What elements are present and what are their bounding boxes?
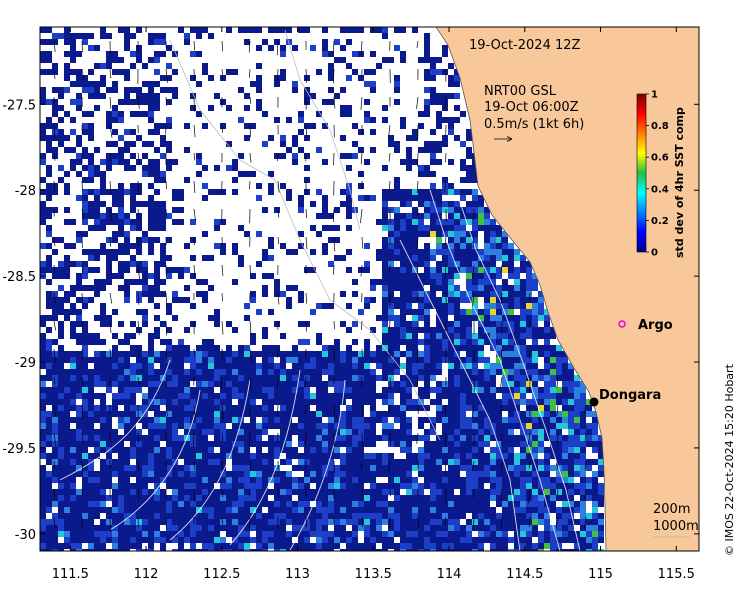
y-tick-label: -29.5: [2, 442, 36, 457]
colorbar-tick-label: 1: [651, 90, 658, 101]
y-tick-label: -30: [15, 528, 36, 543]
y-tick-label: -28.5: [2, 270, 36, 285]
colorbar: 0 0.2 0.4 0.6 0.8 1 std dev of 4hr SST comp: [636, 90, 686, 259]
argo-marker-icon: [618, 320, 626, 328]
legend-scale-arrow-icon: [494, 136, 513, 142]
y-tick-label: -29: [15, 356, 36, 371]
x-tick-label: 114: [437, 567, 462, 582]
x-tick-label: 114.5: [506, 567, 543, 582]
bathymetry-label-1000m: 1000m: [653, 519, 699, 534]
x-tick-label: 112.5: [203, 567, 240, 582]
coastline: [435, 27, 607, 551]
x-tick-label: 113: [285, 567, 310, 582]
sst-pixel-field: [40, 27, 604, 551]
x-axis-ticks: 111.5 112 112.5 113 113.5 114 114.5 115 115.5: [52, 27, 695, 582]
legend-scale-label: 0.5m/s (1kt 6h): [484, 117, 584, 132]
x-tick-label: 115: [588, 567, 613, 582]
colorbar-tick-label: 0.8: [651, 121, 669, 132]
legend-time-label: 19-Oct 06:00Z: [484, 100, 579, 115]
bathymetry-label-200m: 200m: [653, 502, 690, 517]
land-area: [436, 27, 699, 551]
y-tick-label: -27.5: [2, 98, 36, 113]
bathymetry-contours: [59, 29, 581, 551]
y-axis-ticks: -27.5 -28 -28.5 -29 -29.5 -30: [2, 98, 699, 543]
map-date-label: 19-Oct-2024 12Z: [469, 38, 581, 53]
colorbar-tick-label: 0.6: [651, 153, 669, 164]
y-tick-label: -28: [15, 184, 36, 199]
x-tick-label: 111.5: [52, 567, 89, 582]
colorbar-tick-label: 0.2: [651, 216, 669, 227]
place-label-argo: Argo: [638, 318, 673, 333]
map-plot-area: [40, 27, 699, 551]
place-label-dongara: Dongara: [599, 388, 661, 403]
colorbar-tick-label: 0.4: [651, 184, 669, 195]
dongara-marker-icon: [589, 397, 599, 407]
colorbar-tick-label: 0: [651, 248, 658, 259]
legend-model-label: NRT00 GSL: [484, 84, 557, 99]
x-tick-label: 112: [134, 567, 159, 582]
imos-credit: © IMOS 22-Oct-2024 15:20 Hobart: [723, 363, 736, 556]
colorbar-title: std dev of 4hr SST comp: [673, 107, 686, 258]
current-vectors: [53, 40, 587, 532]
map-frame: [39, 26, 700, 552]
x-tick-label: 113.5: [355, 567, 392, 582]
colorbar-gradient: [636, 93, 647, 253]
x-tick-label: 115.5: [658, 567, 695, 582]
